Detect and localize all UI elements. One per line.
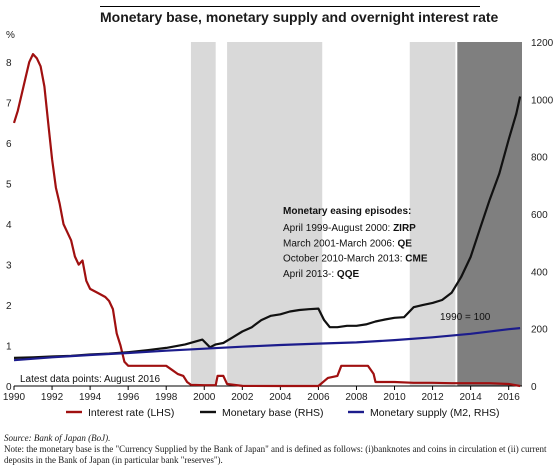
left-tick-label: 3 <box>6 261 12 272</box>
annotations: Monetary easing episodes: April 1999-Augu… <box>20 206 491 385</box>
episode-tag: QE <box>398 238 413 249</box>
right-tick-label: 1200 <box>531 38 554 49</box>
left-tick-label: 1 <box>6 342 12 353</box>
x-tick-label: 1994 <box>79 392 102 403</box>
episode-tag: QQE <box>337 269 360 280</box>
legend-series-name: Monetary supply <box>370 407 448 419</box>
x-tick-label: 2010 <box>383 392 406 403</box>
x-tick-label: 2000 <box>193 392 216 403</box>
legend: Interest rate (LHS) Monetary base (RHS) Mo… <box>66 407 500 419</box>
legend-series-name: Interest rate <box>88 407 144 419</box>
x-tick-label: 1990 <box>3 392 26 403</box>
shaded-band-qe <box>227 42 323 386</box>
series-line-interest-rate <box>12 53 521 388</box>
right-tick-label: 400 <box>531 267 548 278</box>
chart: 1990 1992 1994 1996 1998 2000 2002 2004 2006 2008… <box>3 30 554 419</box>
x-tick-label: 2006 <box>307 392 330 403</box>
series-lines <box>12 53 522 388</box>
episode-dates: March 2001-March 2006: <box>283 238 398 249</box>
chart-title: Monetary base, monetary supply and overn… <box>100 6 498 25</box>
right-tick-label: 600 <box>531 210 548 221</box>
left-tick-label: 4 <box>6 220 12 231</box>
legend-label: Interest rate (LHS) <box>88 407 174 419</box>
x-tick-label: 1992 <box>41 392 64 403</box>
x-tick-label: 1998 <box>155 392 178 403</box>
latest-data-label: Latest data points: August 2016 <box>20 374 161 385</box>
right-tick-label: 0 <box>531 382 537 393</box>
left-tick-label: 5 <box>6 180 12 191</box>
right-tick-label: 200 <box>531 325 548 336</box>
x-tick-label: 2008 <box>345 392 368 403</box>
left-tick-label: 2 <box>6 301 12 312</box>
left-axis-unit: % <box>6 30 15 41</box>
source-note: Source: Bank of Japan (BoJ). <box>4 433 111 443</box>
episode-tag: ZIRP <box>393 223 416 234</box>
legend-label: Monetary base (RHS) <box>222 407 324 419</box>
legend-axis-tag: (M2, RHS) <box>447 407 500 419</box>
base-year-label: 1990 = 100 <box>440 312 491 323</box>
legend-axis-tag: (RHS) <box>291 407 323 419</box>
shaded-band-cme <box>409 42 456 386</box>
right-tick-label: 1000 <box>531 95 554 106</box>
left-tick-label: 8 <box>6 58 12 69</box>
left-tick-label: 0 <box>6 382 12 393</box>
episode-dates: October 2010-March 2013: <box>283 254 405 265</box>
series-line-monetary-supply <box>13 327 521 362</box>
legend-axis-tag: (LHS) <box>144 407 174 419</box>
definition-note: Note: the monetary base is the "Currency… <box>4 444 547 465</box>
left-tick-label: 7 <box>6 99 12 110</box>
x-tick-label: 2004 <box>269 392 292 403</box>
shaded-band-zirp <box>190 42 216 386</box>
x-tick-label: 2014 <box>460 392 483 403</box>
right-tick-label: 800 <box>531 153 548 164</box>
x-tick-label: 2016 <box>498 392 521 403</box>
legend-label: Monetary supply (M2, RHS) <box>370 407 500 419</box>
episode-entry: March 2001-March 2006: QE <box>283 238 412 249</box>
episode-entry: April 1999-August 2000: ZIRP <box>283 223 416 234</box>
x-tick-label: 2012 <box>421 392 444 403</box>
episode-entry: April 2013-: QQE <box>283 269 359 280</box>
legend-series-name: Monetary base <box>222 407 292 419</box>
left-tick-label: 6 <box>6 139 12 150</box>
episode-dates: April 1999-August 2000: <box>283 223 393 234</box>
series-line-monetary-base <box>13 96 522 359</box>
episodes-heading: Monetary easing episodes: <box>283 206 411 217</box>
x-tick-label: 2002 <box>231 392 254 403</box>
episode-tag: CME <box>405 254 428 265</box>
episode-dates: April 2013-: <box>283 269 337 280</box>
episode-entry: October 2010-March 2013: CME <box>283 254 428 265</box>
x-tick-label: 1996 <box>117 392 140 403</box>
axes: 1990 1992 1994 1996 1998 2000 2002 2004 2006 2008… <box>3 30 554 403</box>
